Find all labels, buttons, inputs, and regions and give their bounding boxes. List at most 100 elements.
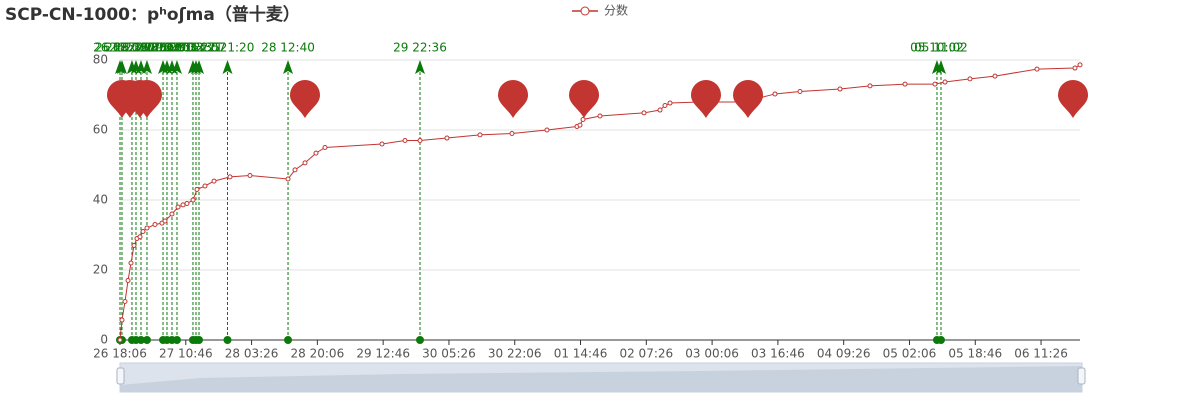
- point: [797, 89, 803, 94]
- point: [144, 225, 150, 231]
- point: [292, 167, 298, 173]
- mark-line-arrow: [141, 60, 152, 74]
- point: [772, 91, 778, 97]
- x-tick-label: 26 18:06: [93, 347, 147, 361]
- mark-line-arrow: [222, 60, 233, 74]
- mark-line-dot: [142, 336, 151, 344]
- x-tick-label: 05 02:06: [883, 347, 937, 361]
- legend[interactable]: 分数: [572, 3, 628, 18]
- mark-point: [690, 80, 721, 118]
- point: [190, 197, 196, 203]
- point: [152, 222, 158, 227]
- mark-line-arrow: [283, 60, 294, 74]
- y-tick-label: 20: [93, 263, 108, 277]
- point: [379, 141, 385, 147]
- mark-line-label: 26 23:25: [114, 41, 168, 55]
- data-zoom[interactable]: [116, 362, 1086, 393]
- x-tick-label: 05 18:46: [948, 347, 1002, 361]
- mark-line-dot: [936, 336, 945, 344]
- point: [137, 234, 143, 240]
- zoom-handle[interactable]: [1077, 367, 1086, 385]
- x-tick-label: 29 12:46: [356, 347, 410, 361]
- mark-line-label: 26 18:06: [93, 41, 147, 55]
- mark-line-label: 27 21:20: [201, 41, 255, 55]
- point: [1034, 66, 1040, 72]
- point: [131, 243, 137, 248]
- mark-line-label: 05 10:02: [910, 41, 964, 55]
- mark-point: [733, 80, 764, 118]
- y-tick-label: 0: [100, 333, 108, 347]
- point: [580, 117, 586, 122]
- point: [1072, 65, 1078, 71]
- point: [992, 73, 998, 79]
- point: [140, 229, 146, 234]
- point: [194, 187, 200, 192]
- mark-line-label: 27 12:35: [166, 41, 220, 55]
- point: [667, 100, 673, 106]
- mark-line-arrow: [935, 60, 946, 74]
- mark-line-dot: [136, 336, 145, 344]
- point: [313, 150, 319, 156]
- mark-line-arrow: [116, 60, 127, 74]
- point: [444, 135, 450, 141]
- mark-line-arrow: [171, 60, 182, 74]
- mark-point: [1058, 80, 1089, 118]
- legend-symbol: [580, 6, 590, 16]
- mark-line-arrow: [415, 60, 425, 74]
- y-tick-label: 60: [93, 123, 108, 137]
- point: [837, 86, 843, 92]
- mark-point: [290, 80, 320, 118]
- mark-line-label: 26 22:09: [109, 41, 163, 55]
- mark-line-label: 27 05:00: [136, 41, 190, 55]
- point: [117, 337, 123, 343]
- y-tick-label: 40: [93, 193, 108, 207]
- x-tick-label: 28 03:26: [225, 347, 279, 361]
- point: [597, 113, 603, 119]
- mark-line-label: 05 11:02: [914, 41, 968, 55]
- point: [641, 110, 647, 116]
- point: [175, 204, 181, 210]
- x-tick-label: 02 07:26: [619, 347, 673, 361]
- point: [932, 81, 938, 87]
- point: [1077, 62, 1083, 68]
- point: [119, 317, 125, 323]
- chart-title: SCP-CN-1000：pʰoʃma（普十麦）: [5, 4, 300, 25]
- line: [119, 64, 1081, 341]
- x-tick-label: 06 11:26: [1014, 347, 1068, 361]
- mark-line-dot: [195, 336, 204, 344]
- x-tick-label: 03 00:06: [685, 347, 739, 361]
- point: [417, 138, 423, 143]
- point: [302, 160, 308, 166]
- mark-point: [498, 80, 529, 118]
- point: [180, 202, 186, 208]
- mark-line-label: 27 07:16: [145, 41, 199, 55]
- point: [202, 183, 208, 189]
- zoom-handle[interactable]: [116, 367, 125, 385]
- zoom-preview: [120, 366, 1082, 392]
- point: [577, 122, 583, 128]
- point: [477, 132, 483, 138]
- mark-line-label: 27 14:07: [172, 41, 226, 55]
- mark-point: [131, 80, 162, 118]
- mark-point: [569, 80, 600, 118]
- point: [657, 107, 663, 113]
- point: [211, 178, 217, 184]
- mark-line-arrow: [194, 60, 205, 74]
- point: [544, 127, 550, 133]
- mark-line-label: 29 22:36: [393, 41, 447, 55]
- point: [867, 83, 873, 89]
- point: [902, 81, 908, 87]
- legend-label: 分数: [604, 3, 628, 18]
- point: [227, 174, 233, 180]
- x-tick-label: 04 09:26: [817, 347, 871, 361]
- point: [967, 76, 973, 82]
- point: [942, 79, 948, 85]
- point: [125, 278, 131, 283]
- mark-line-label: 26 18:36: [95, 41, 149, 55]
- point: [662, 103, 668, 108]
- mark-line-dot: [223, 336, 232, 344]
- point: [122, 299, 128, 304]
- y-tick-label: 80: [93, 53, 108, 67]
- mark-line-label: 26 21:08: [105, 41, 159, 55]
